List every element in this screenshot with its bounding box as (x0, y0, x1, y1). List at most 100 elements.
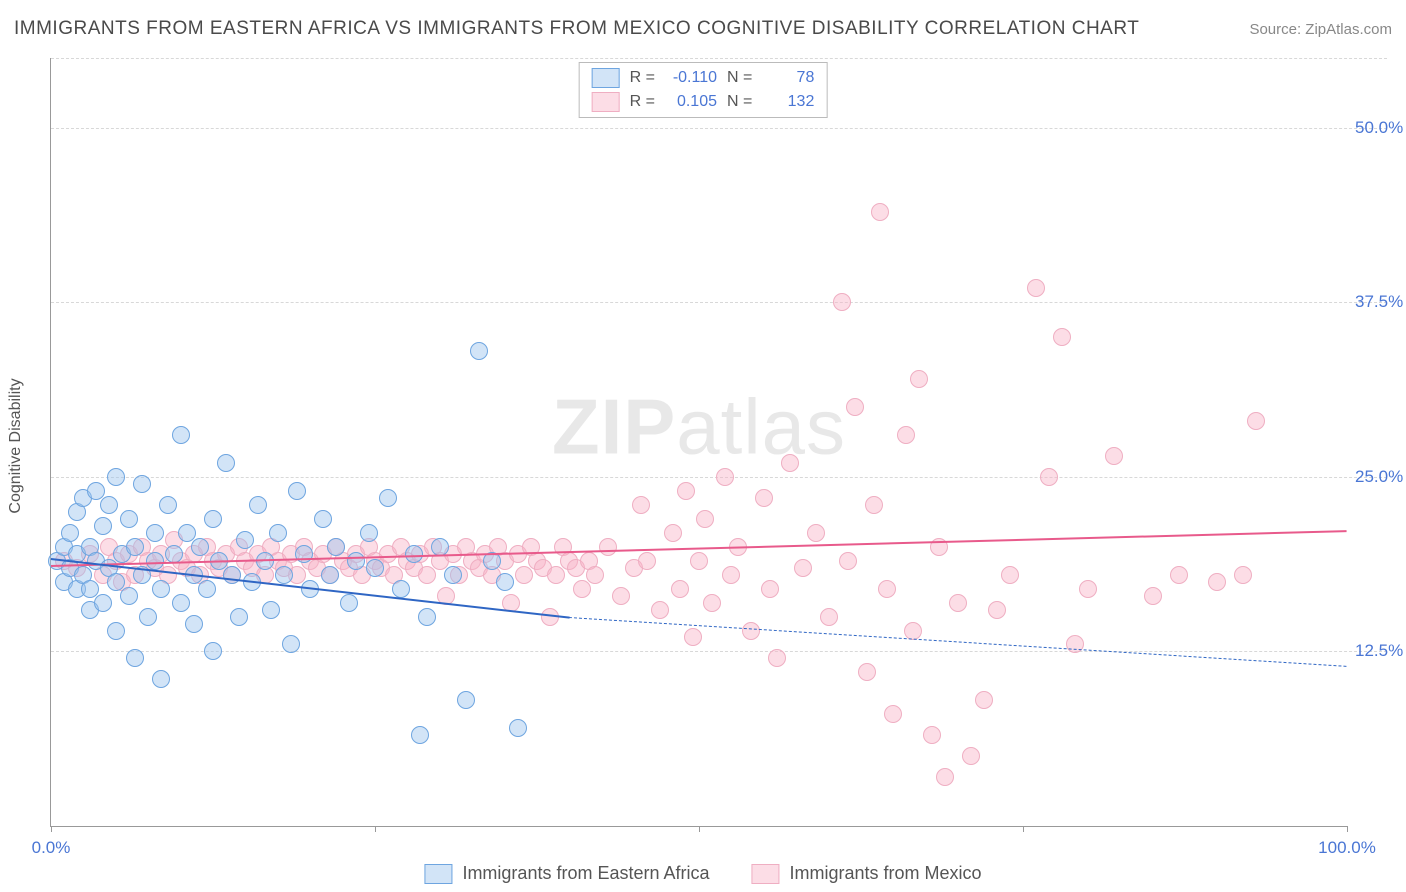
data-point-a (366, 559, 384, 577)
data-point-b (1053, 328, 1071, 346)
gridline-h (51, 302, 1387, 303)
data-point-a (509, 719, 527, 737)
data-point-a (360, 524, 378, 542)
r-label-b: R = (630, 93, 655, 111)
watermark-zip: ZIP (552, 382, 676, 470)
data-point-a (159, 496, 177, 514)
y-tick-label: 12.5% (1355, 641, 1406, 661)
data-point-a (152, 580, 170, 598)
data-point-b (1079, 580, 1097, 598)
data-point-b (1208, 573, 1226, 591)
data-point-b (638, 552, 656, 570)
data-point-b (962, 747, 980, 765)
data-point-b (871, 203, 889, 221)
legend-swatch-b (592, 92, 620, 112)
data-point-a (152, 670, 170, 688)
x-tick-mark (1023, 826, 1024, 832)
data-point-b (975, 691, 993, 709)
data-point-b (988, 601, 1006, 619)
y-axis-label: Cognitive Disability (7, 378, 25, 513)
data-point-b (904, 622, 922, 640)
data-point-b (1144, 587, 1162, 605)
data-point-b (671, 580, 689, 598)
data-point-b (936, 768, 954, 786)
data-point-b (846, 398, 864, 416)
source-attribution: Source: ZipAtlas.com (1249, 21, 1392, 38)
data-point-b (910, 370, 928, 388)
data-point-b (418, 566, 436, 584)
data-point-a (444, 566, 462, 584)
data-point-b (1234, 566, 1252, 584)
data-point-a (411, 726, 429, 744)
data-point-b (1105, 447, 1123, 465)
data-point-a (191, 538, 209, 556)
data-point-a (165, 545, 183, 563)
x-tick-mark (51, 826, 52, 832)
legend-row-a: R = -0.110 N = 78 (580, 66, 827, 90)
data-point-b (923, 726, 941, 744)
data-point-a (126, 649, 144, 667)
data-point-a (496, 573, 514, 591)
data-point-b (1040, 468, 1058, 486)
x-tick-mark (375, 826, 376, 832)
y-tick-label: 50.0% (1355, 118, 1406, 138)
data-point-a (120, 510, 138, 528)
data-point-b (858, 663, 876, 681)
n-label-a: N = (727, 69, 752, 87)
data-point-b (897, 426, 915, 444)
data-point-a (204, 510, 222, 528)
x-tick-label: 100.0% (1318, 838, 1376, 858)
series-swatch-b (752, 864, 780, 884)
x-tick-mark (699, 826, 700, 832)
data-point-a (347, 552, 365, 570)
series-name-a: Immigrants from Eastern Africa (462, 863, 709, 884)
series-swatch-a (424, 864, 452, 884)
data-point-a (405, 545, 423, 563)
data-point-b (878, 580, 896, 598)
data-point-b (684, 628, 702, 646)
x-tick-mark (1347, 826, 1348, 832)
data-point-a (172, 426, 190, 444)
n-label-b: N = (727, 93, 752, 111)
data-point-a (470, 342, 488, 360)
data-point-a (94, 594, 112, 612)
data-point-b (664, 524, 682, 542)
data-point-a (269, 524, 287, 542)
n-value-b: 132 (762, 93, 814, 111)
data-point-b (696, 510, 714, 528)
data-point-a (204, 642, 222, 660)
data-point-a (146, 552, 164, 570)
data-point-b (515, 566, 533, 584)
data-point-b (807, 524, 825, 542)
data-point-a (61, 524, 79, 542)
correlation-legend: R = -0.110 N = 78 R = 0.105 N = 132 (579, 62, 828, 118)
data-point-b (1170, 566, 1188, 584)
legend-swatch-a (592, 68, 620, 88)
data-point-a (133, 475, 151, 493)
data-point-a (139, 608, 157, 626)
data-point-b (794, 559, 812, 577)
y-tick-label: 25.0% (1355, 467, 1406, 487)
data-point-b (716, 468, 734, 486)
data-point-a (120, 587, 138, 605)
data-point-b (755, 489, 773, 507)
x-tick-label: 0.0% (32, 838, 71, 858)
data-point-a (217, 454, 235, 472)
data-point-a (379, 489, 397, 507)
data-point-b (632, 496, 650, 514)
data-point-a (100, 496, 118, 514)
data-point-a (314, 510, 332, 528)
data-point-b (586, 566, 604, 584)
data-point-a (321, 566, 339, 584)
data-point-a (236, 531, 254, 549)
r-value-b: 0.105 (665, 93, 717, 111)
data-point-b (690, 552, 708, 570)
data-point-b (599, 538, 617, 556)
watermark: ZIPatlas (552, 381, 846, 472)
legend-item-a: Immigrants from Eastern Africa (424, 863, 709, 884)
data-point-a (418, 608, 436, 626)
data-point-b (820, 608, 838, 626)
data-point-b (612, 587, 630, 605)
data-point-b (761, 580, 779, 598)
data-point-a (107, 468, 125, 486)
